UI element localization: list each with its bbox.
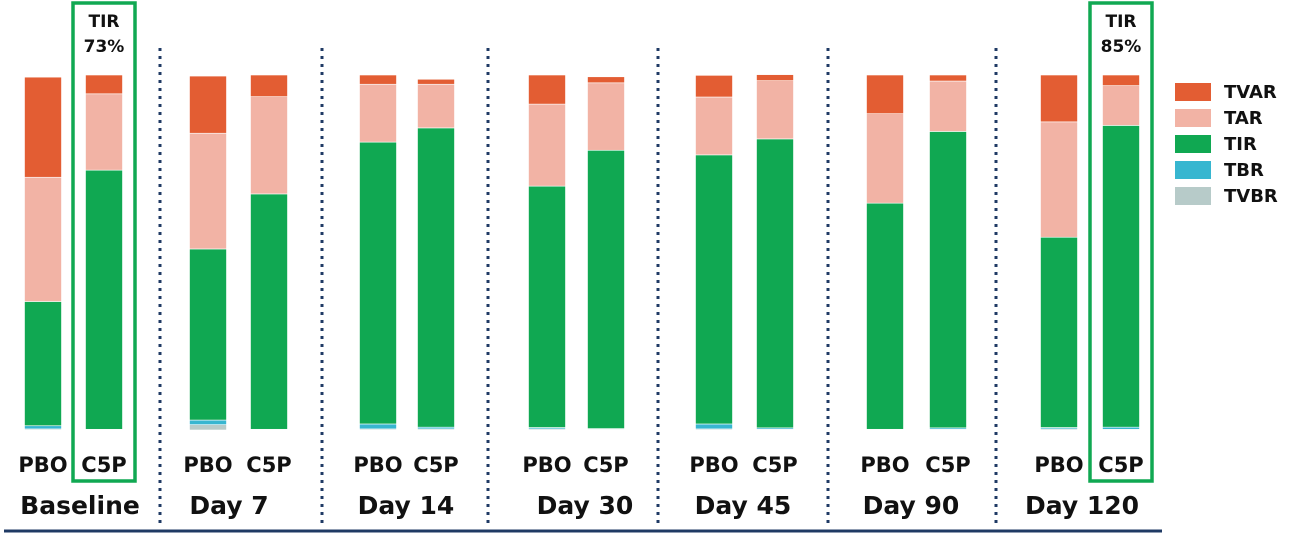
bar-segment-day-45-pbo-tvar (696, 75, 733, 97)
bar-segment-day-7-pbo-tvar (190, 76, 227, 133)
bar-segment-baseline-pbo-tvar (25, 77, 62, 177)
bar-segment-day-14-c5p-tar (418, 84, 455, 128)
group-label-day-120: Day 120 (1025, 491, 1139, 520)
group-label-baseline: Baseline (20, 491, 140, 520)
bar-label-day-30-c5p: C5P (583, 453, 628, 477)
bar-segment-day-90-c5p-tar (930, 81, 967, 131)
group-label-day-45: Day 45 (695, 491, 792, 520)
bar-segment-baseline-c5p-tvar (86, 75, 123, 94)
bar-segment-day-30-pbo-tir (529, 186, 566, 427)
bar-segment-baseline-c5p-tir (86, 170, 123, 429)
group-label-day-90: Day 90 (863, 491, 960, 520)
bar-segment-day-90-c5p-tvar (930, 75, 967, 81)
legend-label-tvbr: TVBR (1224, 186, 1278, 207)
bar-segment-day-120-c5p-tbr (1103, 427, 1140, 429)
bar-segment-baseline-pbo-tir (25, 301, 62, 425)
bar-segment-day-30-pbo-tar (529, 104, 566, 186)
bar-group-day-30: PBO C5P Day 30 (522, 75, 633, 520)
bar-segment-day-45-pbo-tir (696, 155, 733, 424)
bar-segment-day-7-pbo-tvbr (190, 425, 227, 430)
bar-group-day-120: PBO C5P Day 120 (1025, 75, 1144, 520)
bar-segment-day-45-c5p-tar (757, 81, 794, 139)
bar-segment-day-45-pbo-tbr (696, 424, 733, 429)
bar-label-day-14-c5p: C5P (413, 453, 458, 477)
bar-label-day-14-pbo: PBO (353, 453, 402, 477)
bar-segment-day-45-pbo-tar (696, 97, 733, 155)
legend-swatch-tir (1175, 135, 1211, 153)
bar-segment-day-30-c5p-tir (588, 150, 625, 428)
bar-segment-day-45-c5p-tvar (757, 75, 794, 81)
bar-segment-day-7-c5p-tvar (251, 75, 288, 97)
bar-label-day-45-c5p: C5P (752, 453, 797, 477)
bar-label-day-120-pbo: PBO (1034, 453, 1083, 477)
bar-segment-day-14-pbo-tbr (360, 424, 397, 429)
bar-segment-day-14-c5p-tvar (418, 79, 455, 84)
legend: TVAR TAR TIR TBR TVBR (1175, 82, 1278, 207)
legend-swatch-tbr (1175, 161, 1211, 179)
bar-group-day-90: PBO C5P Day 90 (860, 75, 970, 520)
bar-segment-day-14-pbo-tir (360, 142, 397, 424)
bar-segment-day-120-c5p-tir (1103, 125, 1140, 427)
bar-group-day-7: PBO C5P Day 7 (183, 75, 291, 520)
bar-segment-day-7-pbo-tir (190, 249, 227, 420)
bar-segment-day-30-pbo-tvar (529, 75, 566, 104)
bar-segment-day-14-pbo-tar (360, 84, 397, 142)
bar-segment-baseline-c5p-tar (86, 94, 123, 170)
bar-segment-day-30-c5p-tar (588, 83, 625, 150)
bar-segment-day-120-pbo-tir (1041, 237, 1078, 427)
legend-label-tar: TAR (1224, 108, 1263, 129)
bar-label-day-45-pbo: PBO (689, 453, 738, 477)
bar-label-baseline-pbo: PBO (18, 453, 67, 477)
legend-swatch-tvar (1175, 83, 1211, 101)
group-label-day-30: Day 30 (537, 491, 634, 520)
legend-swatch-tar (1175, 109, 1211, 127)
bar-group-day-45: PBO C5P Day 45 (689, 75, 797, 520)
bar-label-day-7-c5p: C5P (246, 453, 291, 477)
tir-callout-title-baseline: TIR (88, 12, 119, 32)
bar-label-day-120-c5p: C5P (1098, 453, 1143, 477)
legend-label-tvar: TVAR (1224, 82, 1277, 103)
group-label-day-14: Day 14 (358, 491, 455, 520)
bar-group-baseline: PBO C5P Baseline (18, 75, 139, 520)
bar-group-day-14: PBO C5P Day 14 (353, 75, 458, 520)
bar-segment-day-120-pbo-tar (1041, 122, 1078, 237)
legend-label-tir: TIR (1224, 134, 1257, 155)
bar-label-day-30-pbo: PBO (522, 453, 571, 477)
bar-segment-day-90-pbo-tar (867, 114, 904, 203)
bar-segment-day-7-c5p-tir (251, 194, 288, 429)
bar-segment-day-45-c5p-tir (757, 139, 794, 428)
bar-label-day-90-c5p: C5P (925, 453, 970, 477)
bar-segment-day-7-c5p-tar (251, 97, 288, 194)
bar-segment-day-7-pbo-tbr (190, 420, 227, 425)
bar-label-day-90-pbo: PBO (860, 453, 909, 477)
tir-callout-value-day-120: 85% (1101, 37, 1142, 57)
bar-segment-day-90-c5p-tir (930, 131, 967, 427)
bar-segment-day-120-c5p-tar (1103, 86, 1140, 126)
bar-segment-day-7-pbo-tar (190, 133, 227, 249)
tir-callout-value-baseline: 73% (84, 37, 125, 57)
bar-label-day-7-pbo: PBO (183, 453, 232, 477)
tir-callout-title-day-120: TIR (1105, 12, 1136, 32)
bar-segment-day-14-pbo-tvar (360, 75, 397, 84)
legend-label-tbr: TBR (1224, 160, 1264, 181)
bar-segment-day-90-pbo-tvar (867, 75, 904, 114)
bar-segment-baseline-pbo-tbr (25, 426, 62, 429)
bar-segment-day-120-pbo-tvar (1041, 75, 1078, 122)
group-label-day-7: Day 7 (189, 491, 268, 520)
legend-swatch-tvbr (1175, 187, 1211, 205)
bar-segment-day-30-c5p-tvar (588, 77, 625, 83)
bar-segment-day-90-pbo-tir (867, 203, 904, 429)
bar-label-baseline-c5p: C5P (81, 453, 126, 477)
bar-segment-day-14-c5p-tir (418, 128, 455, 427)
bar-segment-day-120-c5p-tvar (1103, 75, 1140, 86)
bar-segment-baseline-pbo-tar (25, 177, 62, 301)
